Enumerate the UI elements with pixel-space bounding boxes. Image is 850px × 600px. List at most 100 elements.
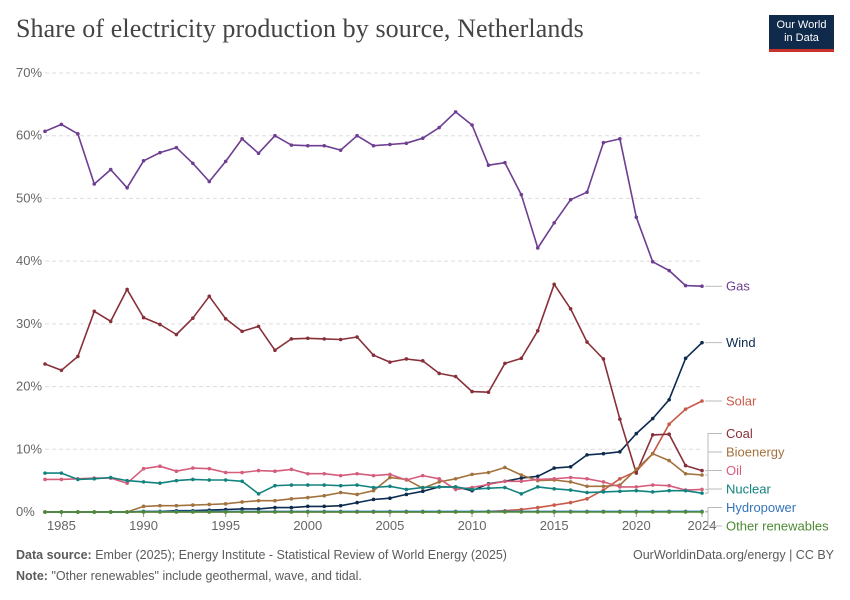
data-point-oil (388, 472, 392, 477)
data-point-wind (388, 496, 392, 501)
data-point-bioenergy (667, 458, 671, 463)
data-point-other-renewables (388, 510, 392, 514)
x-tick-label: 2000 (293, 518, 322, 533)
series-line-coal (44, 283, 703, 474)
footer-note: Note: "Other renewables" include geother… (16, 569, 362, 583)
data-point-other-renewables (535, 510, 540, 514)
logo-line-1: Our World (776, 19, 827, 31)
data-point-gas (470, 123, 474, 127)
data-point-bioenergy (207, 502, 212, 507)
data-point-other-renewables (240, 510, 244, 514)
data-point-bioenergy (371, 488, 376, 493)
data-point-other-renewables (141, 510, 146, 514)
data-point-coal (256, 324, 261, 329)
data-point-bioenergy (683, 471, 688, 476)
data-point-bioenergy (486, 470, 491, 475)
series-points-nuclear (43, 471, 704, 496)
data-point-coal (322, 337, 327, 341)
data-point-bioenergy (174, 503, 179, 508)
x-tick-label: 1995 (211, 518, 240, 533)
data-point-nuclear (273, 483, 277, 488)
data-point-bioenergy (585, 484, 589, 489)
data-point-other-renewables (453, 510, 458, 514)
data-point-nuclear (535, 485, 540, 489)
data-point-wind (404, 492, 409, 497)
data-point-solar (667, 422, 671, 427)
data-point-oil (585, 476, 589, 481)
data-point-nuclear (601, 490, 606, 494)
source-label: Data source: (16, 548, 92, 562)
data-point-gas (223, 159, 228, 164)
data-point-wind (322, 504, 327, 509)
data-point-wind (700, 340, 704, 345)
data-point-wind (585, 453, 589, 457)
data-point-oil (338, 473, 343, 478)
data-point-nuclear (437, 485, 442, 489)
data-point-coal (503, 361, 507, 366)
data-point-coal (601, 357, 606, 361)
data-point-coal (519, 356, 524, 361)
y-tick-label: 20% (16, 379, 42, 394)
data-point-solar (618, 476, 622, 481)
data-point-other-renewables (207, 510, 212, 514)
data-point-other-renewables (568, 510, 573, 514)
data-point-wind (601, 451, 606, 456)
data-point-bioenergy (158, 503, 162, 508)
footer-url[interactable]: OurWorldinData.org/energy | CC BY (632, 548, 834, 562)
data-point-wind (650, 416, 655, 421)
y-tick-label: 40% (16, 253, 42, 268)
data-point-bioenergy (453, 476, 458, 481)
data-point-gas (404, 141, 409, 146)
data-point-coal (76, 354, 80, 359)
data-point-wind (552, 466, 556, 470)
data-point-gas (191, 161, 195, 166)
data-point-other-renewables (601, 510, 606, 514)
data-point-other-renewables (59, 510, 64, 514)
data-point-coal (618, 417, 622, 421)
data-point-nuclear (289, 483, 294, 487)
data-point-solar (700, 399, 704, 403)
data-point-nuclear (486, 486, 491, 490)
data-point-bioenergy (223, 502, 228, 506)
owid-logo[interactable]: Our World in Data (769, 15, 834, 52)
data-point-coal (585, 340, 589, 344)
data-point-wind (683, 356, 688, 361)
data-point-other-renewables (125, 510, 129, 514)
series-line-gas (44, 111, 703, 287)
data-point-nuclear (76, 477, 80, 482)
data-point-oil (306, 471, 310, 476)
data-point-gas (108, 167, 113, 172)
data-point-nuclear (700, 491, 704, 495)
data-point-other-renewables (289, 510, 294, 514)
data-point-wind (667, 397, 671, 402)
data-point-nuclear (388, 484, 392, 489)
data-point-bioenergy (700, 473, 704, 477)
x-tick-label: 2024 (688, 518, 717, 533)
data-point-gas (700, 284, 704, 289)
y-tick-label: 60% (16, 128, 42, 143)
series-label-coal: Coal (726, 426, 753, 441)
series-points-solar (43, 399, 704, 514)
data-point-gas (240, 137, 244, 141)
data-point-other-renewables (486, 510, 491, 514)
data-point-oil (437, 476, 442, 481)
data-point-wind (256, 507, 261, 511)
data-point-bioenergy (388, 475, 392, 480)
data-point-wind (420, 489, 425, 494)
data-point-nuclear (371, 485, 376, 490)
data-point-nuclear (667, 488, 671, 493)
data-point-gas (158, 150, 162, 155)
data-point-wind (338, 503, 343, 508)
data-point-nuclear (256, 492, 261, 496)
data-point-gas (92, 182, 97, 186)
data-point-nuclear (191, 477, 195, 482)
data-point-oil (322, 471, 327, 476)
data-point-gas (174, 145, 179, 150)
data-point-oil (141, 466, 146, 471)
data-point-gas (125, 185, 129, 190)
data-point-nuclear (108, 475, 113, 480)
data-point-nuclear (322, 483, 327, 487)
x-axis: 1985 1990 1995 2000 2005 2010 2015 2020 2024 (45, 511, 717, 533)
series-lines (43, 110, 704, 514)
series-points-other-renewables (43, 510, 704, 514)
